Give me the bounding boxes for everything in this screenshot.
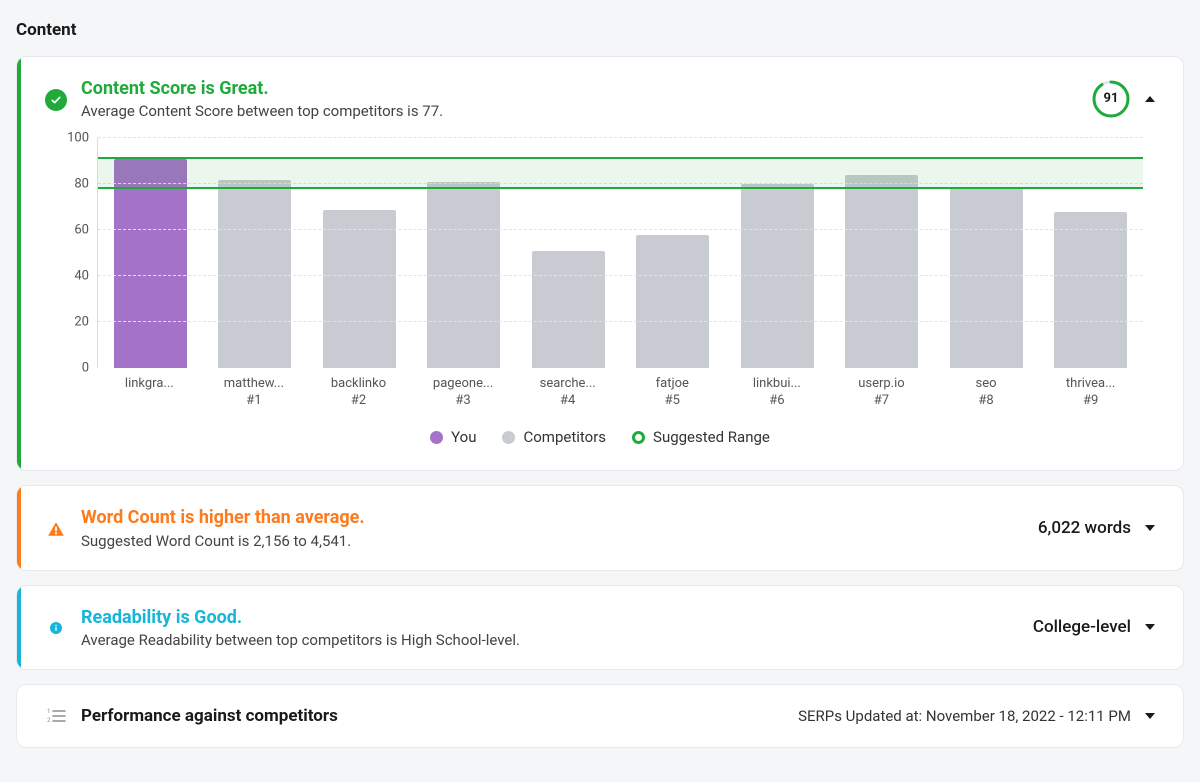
bar-you[interactable] [114,159,187,368]
card-accent [17,57,21,470]
y-tick: 0 [82,361,89,376]
expand-caret-icon[interactable] [1145,713,1155,719]
performance-title: Performance against competitors [81,706,798,726]
readability-title: Readability is Good. [81,606,1033,629]
score-value: 91 [1091,79,1131,119]
bar-competitor[interactable] [950,187,1023,369]
x-label: searche...#4 [515,376,620,410]
performance-meta: SERPs Updated at: November 18, 2022 - 12… [798,707,1131,725]
grid-line [98,275,1143,276]
check-circle-icon [45,89,67,111]
readability-header[interactable]: Readability is Good. Average Readability… [17,586,1183,669]
x-label: matthew...#1 [202,376,307,410]
readability-subtitle: Average Readability between top competit… [81,631,1033,649]
readability-text: Readability is Good. Average Readability… [81,606,1033,649]
content-score-header[interactable]: Content Score is Great. Average Content … [17,57,1183,128]
alert-triangle-icon [45,518,67,540]
card-accent [17,586,21,669]
expand-caret-icon[interactable] [1145,624,1155,630]
score-ring: 91 [1091,79,1131,119]
word-count-header[interactable]: Word Count is higher than average. Sugge… [17,486,1183,569]
chart-legend: You Competitors Suggested Range [57,410,1143,470]
grid-line [98,229,1143,230]
page-title: Content [16,20,1184,40]
svg-text:2: 2 [47,717,51,724]
x-label: backlinko#2 [306,376,411,410]
y-tick: 60 [74,223,89,238]
chart-plot [97,138,1143,368]
readability-card: Readability is Good. Average Readability… [16,585,1184,670]
legend-range-label: Suggested Range [653,428,770,446]
x-label: pageone...#3 [411,376,516,410]
word-count-subtitle: Suggested Word Count is 2,156 to 4,541. [81,532,1038,550]
legend-you: You [430,428,476,446]
legend-you-label: You [451,428,476,446]
content-score-chart: 0 20 40 60 80 100 linkgra...matthew...#1backl… [17,128,1183,470]
legend-competitors-label: Competitors [523,428,606,446]
content-score-header-text: Content Score is Great. Average Content … [81,77,1091,120]
y-tick: 80 [74,177,89,192]
card-accent [17,486,21,569]
bar-competitor[interactable] [1054,212,1127,368]
x-label: seo#8 [934,376,1039,410]
content-score-subtitle: Average Content Score between top compet… [81,102,1091,120]
svg-text:1: 1 [47,708,50,715]
bar-competitor[interactable] [741,184,814,368]
performance-card: 1 2 Performance against competitors SERP… [16,684,1184,748]
x-label: linkgra... [97,376,202,410]
suggested-range-band [98,157,1143,189]
bar-competitor[interactable] [845,175,918,368]
x-label: userp.io#7 [829,376,934,410]
x-axis-labels: linkgra...matthew...#1backlinko#2pageone… [97,368,1143,410]
legend-competitors: Competitors [502,428,606,446]
list-ordered-icon: 1 2 [45,705,67,727]
y-tick: 100 [67,131,89,146]
collapse-caret-icon[interactable] [1145,96,1155,102]
y-axis: 020406080100 [57,138,97,368]
bar-competitor[interactable] [323,210,396,369]
readability-value: College-level [1033,617,1131,637]
legend-range: Suggested Range [632,428,770,446]
grid-line [98,321,1143,322]
y-tick: 20 [74,315,89,330]
x-label: fatjoe#5 [620,376,725,410]
grid-line [98,137,1143,138]
info-circle-icon [45,617,67,639]
content-score-card: Content Score is Great. Average Content … [16,56,1184,471]
performance-header[interactable]: 1 2 Performance against competitors SERP… [17,685,1183,747]
word-count-text: Word Count is higher than average. Sugge… [81,506,1038,549]
x-label: linkbui...#6 [725,376,830,410]
content-score-title: Content Score is Great. [81,77,1091,100]
expand-caret-icon[interactable] [1145,525,1155,531]
bar-competitor[interactable] [218,180,291,369]
y-tick: 40 [74,269,89,284]
bar-competitor[interactable] [532,251,605,368]
bar-competitor[interactable] [636,235,709,368]
x-label: thrivea...#9 [1038,376,1143,410]
word-count-value: 6,022 words [1038,518,1131,538]
word-count-title: Word Count is higher than average. [81,506,1038,529]
word-count-card: Word Count is higher than average. Sugge… [16,485,1184,570]
